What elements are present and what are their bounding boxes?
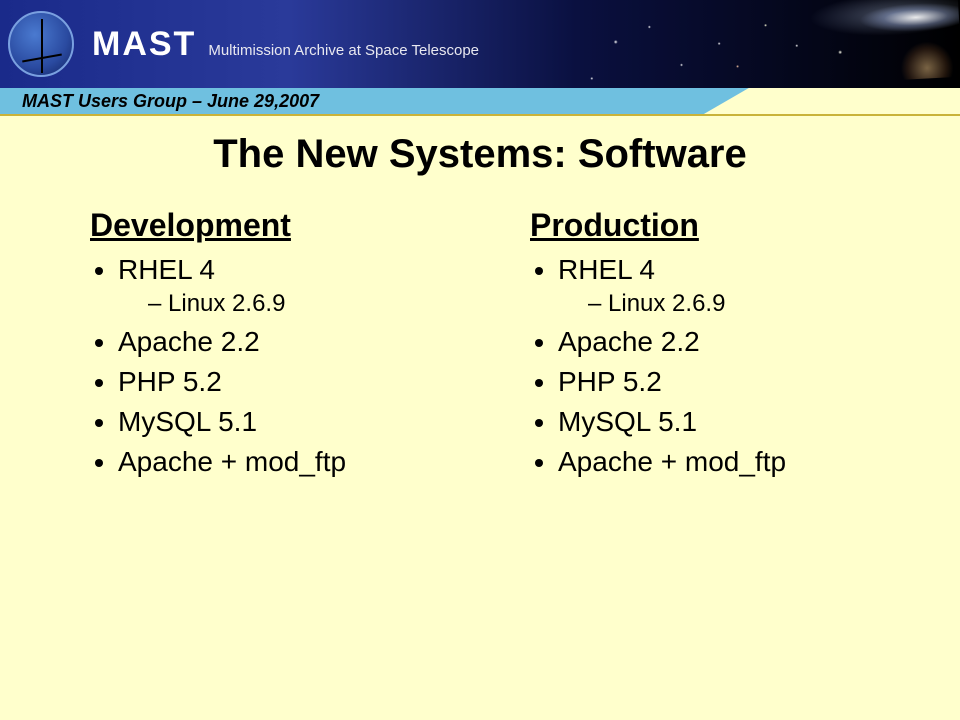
space-art-decoration bbox=[528, 0, 960, 88]
column-heading: Production bbox=[530, 207, 910, 244]
list-item: MySQL 5.1 bbox=[118, 406, 470, 438]
list-item: Apache 2.2 bbox=[118, 326, 470, 358]
brand-main: MAST bbox=[92, 25, 196, 64]
list-item: Apache 2.2 bbox=[558, 326, 910, 358]
list-item: PHP 5.2 bbox=[118, 366, 470, 398]
bullet-list: RHEL 4 Linux 2.6.9 Apache 2.2 PHP 5.2 My… bbox=[90, 254, 470, 478]
list-item: RHEL 4 Linux 2.6.9 bbox=[118, 254, 470, 318]
sub-band-text: MAST Users Group – June 29,2007 bbox=[0, 88, 749, 114]
brand-text: MAST Multimission Archive at Space Teles… bbox=[92, 25, 479, 64]
sub-band: MAST Users Group – June 29,2007 bbox=[0, 88, 960, 116]
list-item: PHP 5.2 bbox=[558, 366, 910, 398]
column-production: Production RHEL 4 Linux 2.6.9 Apache 2.2… bbox=[530, 207, 910, 486]
list-item-text: RHEL 4 bbox=[558, 254, 655, 285]
sub-list: Linux 2.6.9 bbox=[118, 290, 470, 318]
sub-list-item: Linux 2.6.9 bbox=[588, 290, 910, 318]
slide-title: The New Systems: Software bbox=[0, 132, 960, 177]
list-item: Apache + mod_ftp bbox=[558, 446, 910, 478]
list-item: RHEL 4 Linux 2.6.9 bbox=[558, 254, 910, 318]
list-item-text: RHEL 4 bbox=[118, 254, 215, 285]
slide-content: Development RHEL 4 Linux 2.6.9 Apache 2.… bbox=[0, 177, 960, 486]
sub-list: Linux 2.6.9 bbox=[558, 290, 910, 318]
column-development: Development RHEL 4 Linux 2.6.9 Apache 2.… bbox=[90, 207, 470, 486]
sub-list-item: Linux 2.6.9 bbox=[148, 290, 470, 318]
header-band: MAST Multimission Archive at Space Teles… bbox=[0, 0, 960, 88]
mast-logo-icon bbox=[8, 11, 74, 77]
brand-subtitle: Multimission Archive at Space Telescope bbox=[208, 42, 479, 59]
list-item: MySQL 5.1 bbox=[558, 406, 910, 438]
list-item: Apache + mod_ftp bbox=[118, 446, 470, 478]
bullet-list: RHEL 4 Linux 2.6.9 Apache 2.2 PHP 5.2 My… bbox=[530, 254, 910, 478]
column-heading: Development bbox=[90, 207, 470, 244]
